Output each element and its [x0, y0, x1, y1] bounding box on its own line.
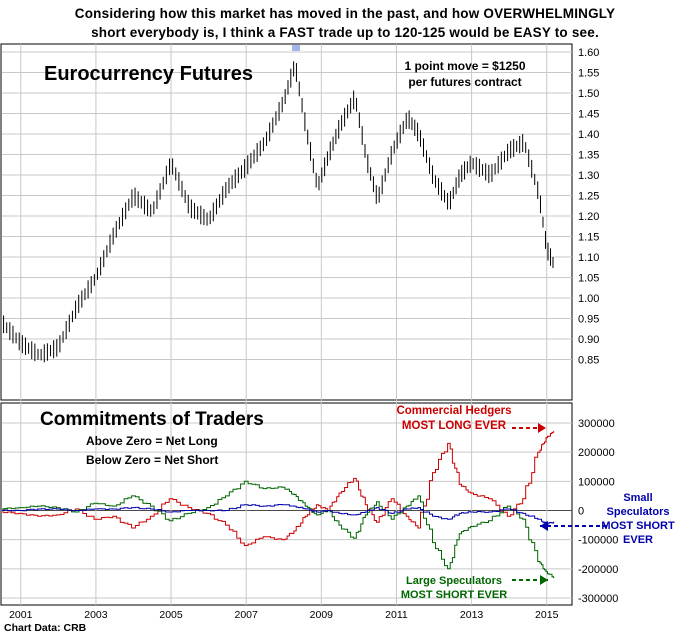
price-tick-label: 0.85 [578, 355, 599, 367]
commercials-label-line-1: Commercial Hedgers [396, 405, 512, 417]
year-tick-label: 2001 [9, 609, 33, 621]
point-note-line-1: 1 point move = $1250 [404, 59, 526, 73]
price-tick-label: 1.60 [578, 47, 599, 59]
cot-tick-label: 0 [578, 506, 584, 518]
year-tick-label: 2003 [84, 609, 108, 621]
price-tick-label: 1.15 [578, 232, 599, 244]
large-specs-label-line-2: MOST SHORT EVER [400, 589, 508, 601]
small-specs-label-line-3: MOST SHORT [601, 520, 675, 532]
above-zero-note: Above Zero = Net Long [86, 434, 218, 448]
cot-tick-label: 200000 [578, 447, 615, 459]
small-specs-line [2, 504, 555, 525]
commercials-line [2, 431, 555, 546]
year-tick-label: 2015 [535, 609, 559, 621]
small-specs-label-line-1: Small [623, 492, 653, 504]
year-tick-label: 2007 [235, 609, 259, 621]
price-tick-label: 1.05 [578, 273, 599, 285]
headline-line-1: Considering how this market has moved in… [74, 6, 616, 21]
commercials-label: Commercial Hedgers MOST LONG EVER [384, 404, 524, 434]
cot-panel-frame [0, 402, 573, 606]
price-tick-label: 1.35 [578, 150, 599, 162]
year-tick-label: 2005 [159, 609, 183, 621]
cot-tick-label: 100000 [578, 476, 615, 488]
price-tick-label: 1.50 [578, 88, 599, 100]
year-tick-label: 2013 [460, 609, 484, 621]
cot-chart-title: Commitments of Traders [40, 409, 264, 430]
price-tick-label: 1.55 [578, 68, 599, 80]
small-specs-label: Small Speculators MOST SHORT EVER [598, 491, 678, 547]
headline-line-2: short everybody is, I think a FAST trade… [91, 25, 599, 40]
large-specs-line [2, 480, 555, 579]
large-specs-label-line-1: Large Speculators [406, 575, 502, 587]
price-chart-title: Eurocurrency Futures [44, 63, 253, 85]
data-credit: Chart Data: CRB [4, 622, 87, 634]
price-tick-label: 1.40 [578, 129, 599, 141]
headline: Considering how this market has moved in… [0, 4, 690, 42]
cot-tick-label: -200000 [578, 564, 618, 576]
peak-highlight [292, 45, 301, 51]
price-tick-label: 0.90 [578, 334, 599, 346]
large-specs-label: Large Speculators MOST SHORT EVER [394, 574, 514, 602]
year-tick-label: 2009 [310, 609, 334, 621]
cot-tick-label: 300000 [578, 418, 615, 430]
commercials-arrow [512, 423, 546, 433]
point-note-line-2: per futures contract [408, 75, 522, 89]
price-tick-label: 1.20 [578, 211, 599, 223]
price-tick-label: 1.00 [578, 293, 599, 305]
price-panel-frame [0, 43, 573, 401]
commercials-arrow-head [538, 423, 546, 433]
year-tick-label: 2011 [385, 609, 408, 621]
price-tick-label: 0.95 [578, 314, 599, 326]
below-zero-note: Below Zero = Net Short [86, 453, 219, 467]
small-specs-label-line-4: EVER [623, 534, 653, 546]
large-specs-arrow-head [540, 575, 548, 585]
small-specs-label-line-2: Speculators [606, 506, 670, 518]
price-tick-label: 1.30 [578, 170, 599, 182]
price-tick-label: 1.45 [578, 109, 599, 121]
small-specs-arrow [540, 521, 607, 531]
point-value-note: 1 point move = $1250 per futures contrac… [380, 58, 550, 90]
price-tick-label: 1.10 [578, 252, 599, 264]
price-tick-label: 1.25 [578, 191, 599, 203]
commercials-label-line-2: MOST LONG EVER [401, 420, 507, 432]
small-specs-arrow-head [540, 521, 548, 531]
cot-tick-label: -100000 [578, 535, 618, 547]
large-specs-arrow [512, 575, 548, 585]
cot-tick-label: -300000 [578, 593, 618, 605]
